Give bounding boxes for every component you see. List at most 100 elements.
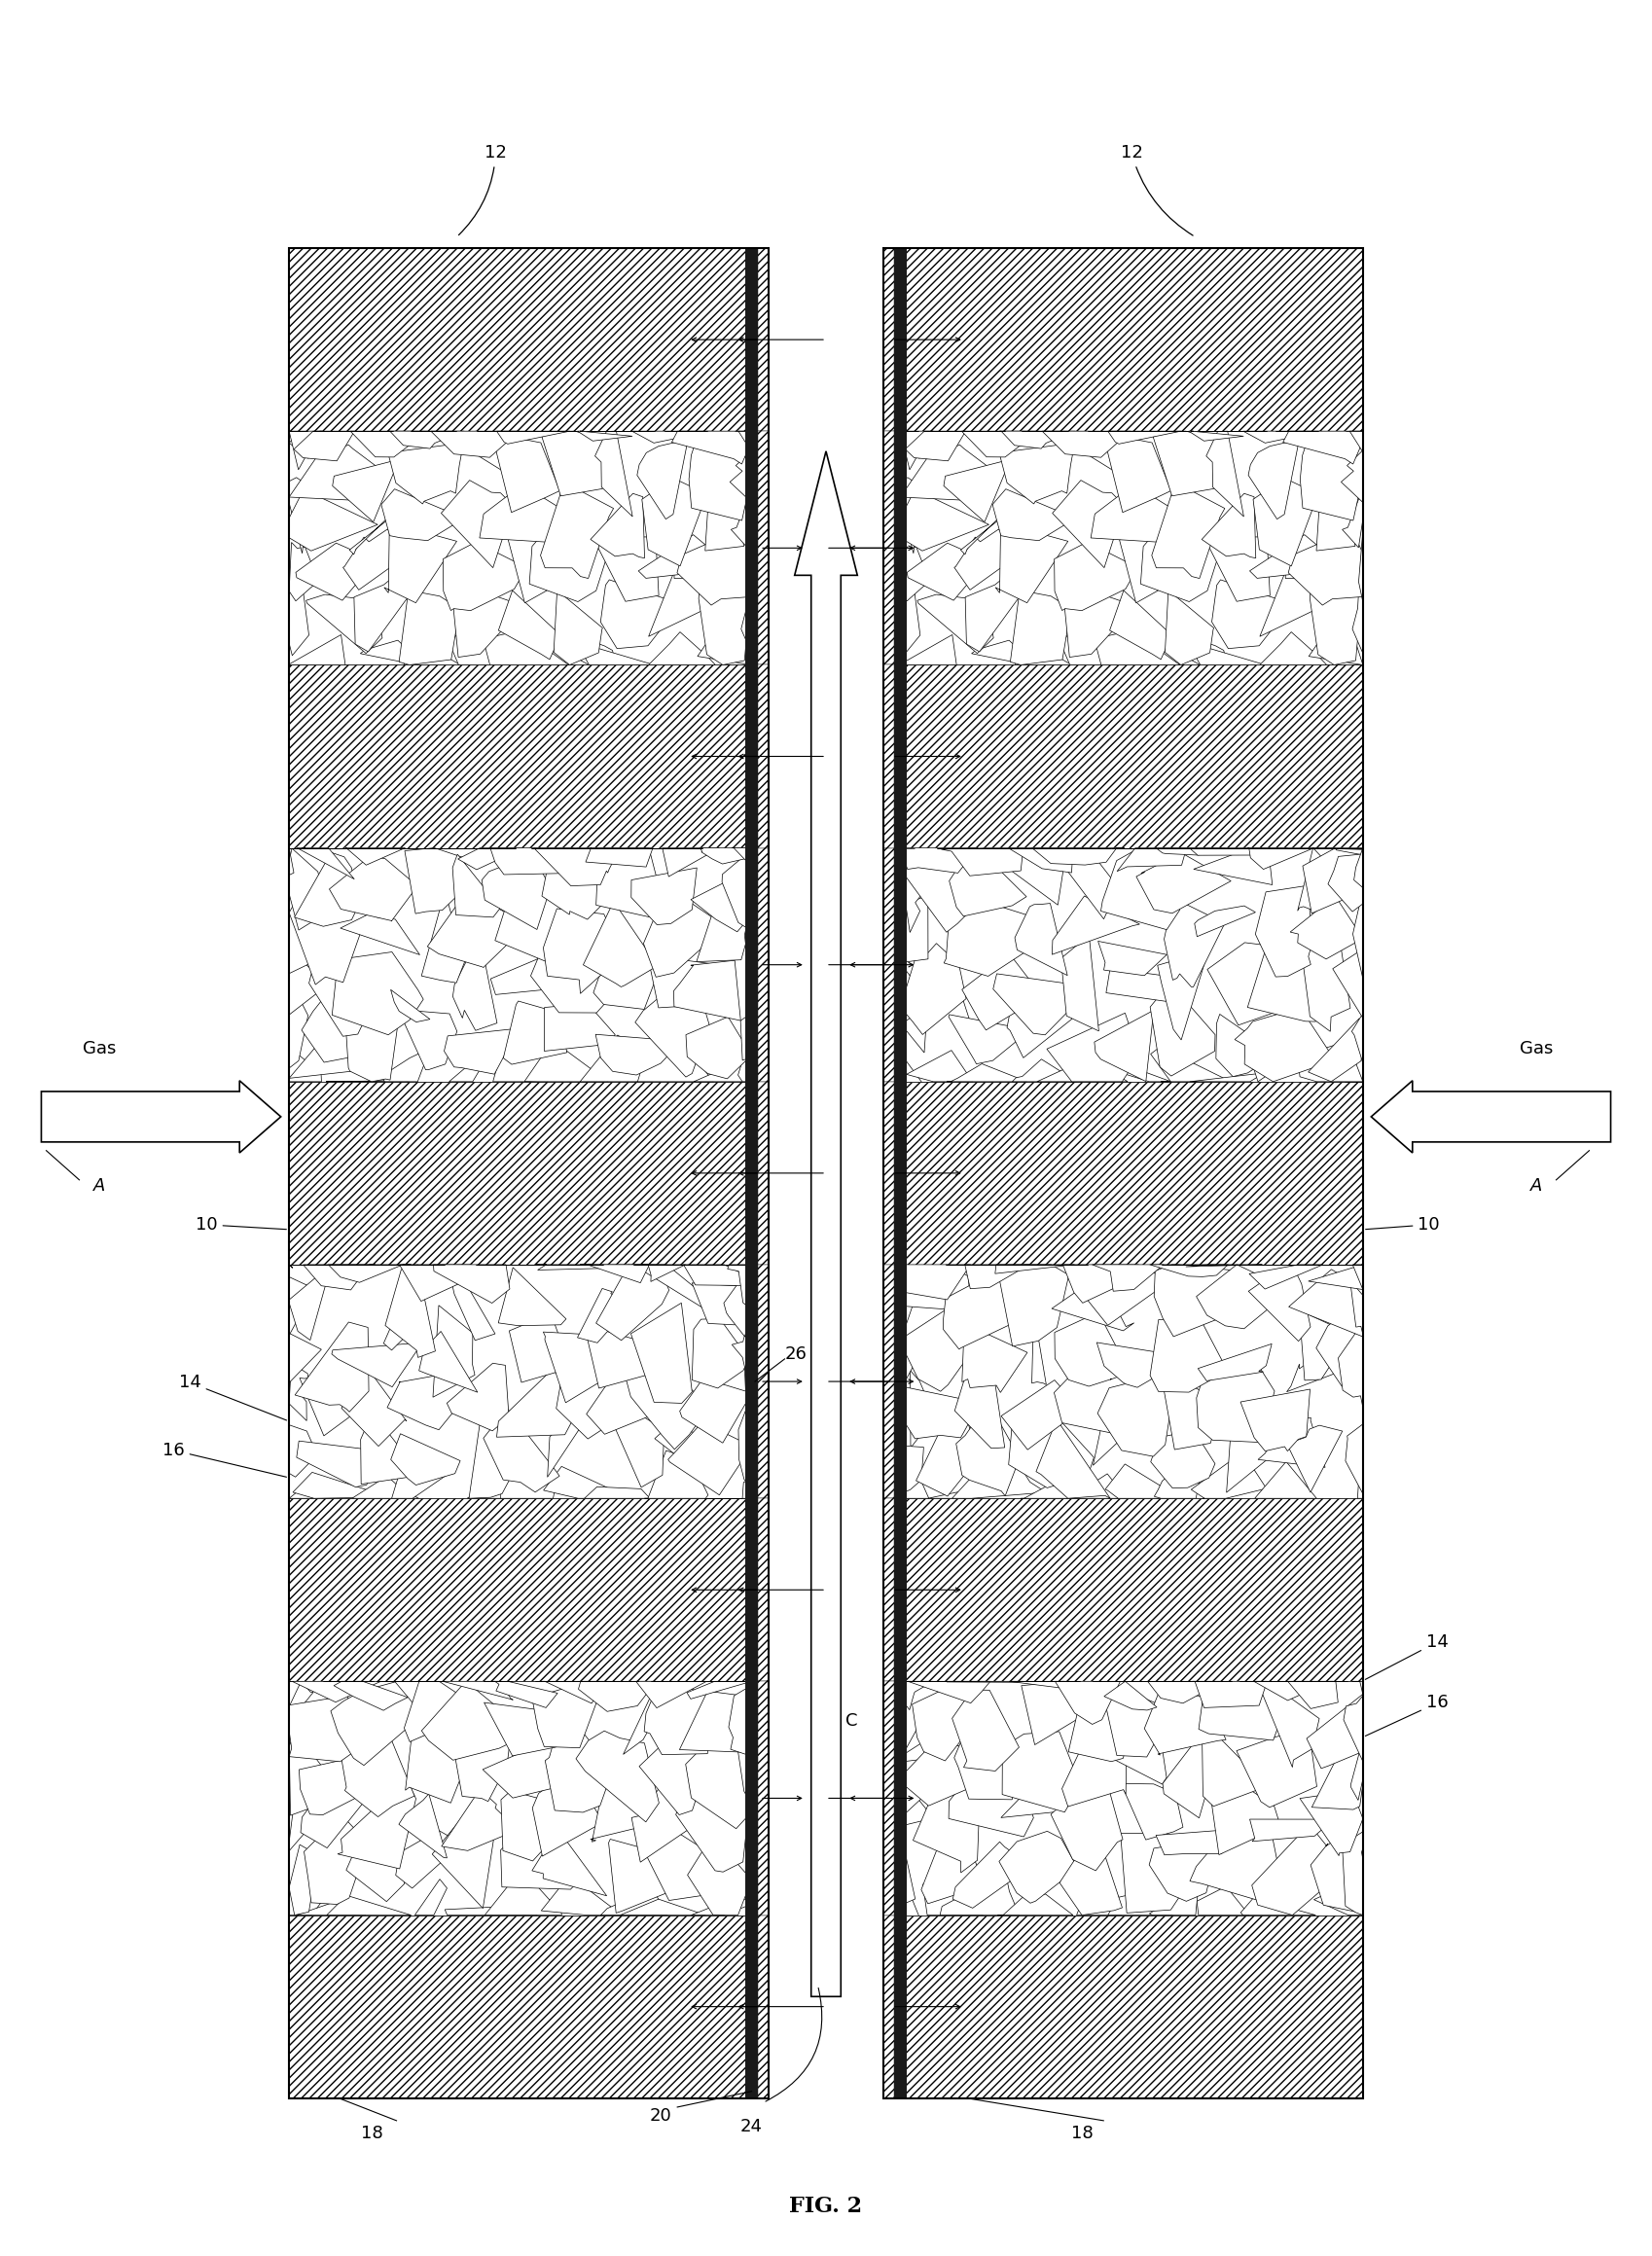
Polygon shape bbox=[730, 487, 752, 548]
Polygon shape bbox=[1054, 1313, 1130, 1385]
Polygon shape bbox=[1338, 1322, 1363, 1408]
Polygon shape bbox=[1208, 537, 1270, 602]
Polygon shape bbox=[329, 857, 418, 920]
Polygon shape bbox=[654, 1426, 710, 1480]
Polygon shape bbox=[309, 961, 368, 1036]
Polygon shape bbox=[547, 1415, 588, 1478]
Polygon shape bbox=[289, 1884, 325, 1915]
Polygon shape bbox=[917, 1421, 988, 1496]
Polygon shape bbox=[342, 1365, 406, 1446]
Polygon shape bbox=[1199, 1681, 1289, 1739]
Polygon shape bbox=[586, 848, 653, 866]
Polygon shape bbox=[610, 1403, 664, 1487]
Text: 26: 26 bbox=[785, 1345, 806, 1363]
Polygon shape bbox=[289, 634, 345, 666]
Bar bbox=[900, 1681, 1363, 1915]
Polygon shape bbox=[398, 1794, 448, 1859]
Polygon shape bbox=[914, 1780, 980, 1872]
Polygon shape bbox=[644, 1681, 712, 1755]
Bar bbox=[758, 1081, 768, 1266]
Bar bbox=[289, 1681, 752, 1915]
Bar bbox=[289, 1081, 752, 1266]
Polygon shape bbox=[403, 638, 461, 666]
Polygon shape bbox=[596, 1033, 682, 1076]
Polygon shape bbox=[943, 893, 1029, 977]
Polygon shape bbox=[345, 999, 400, 1081]
Polygon shape bbox=[1247, 938, 1315, 1022]
Polygon shape bbox=[1358, 1460, 1363, 1498]
Polygon shape bbox=[1140, 517, 1224, 602]
Polygon shape bbox=[900, 575, 920, 656]
Polygon shape bbox=[1150, 1266, 1227, 1277]
Polygon shape bbox=[1153, 431, 1231, 496]
Bar bbox=[884, 1266, 894, 1498]
Polygon shape bbox=[747, 1870, 752, 1915]
Polygon shape bbox=[1069, 1473, 1127, 1498]
Polygon shape bbox=[643, 478, 707, 566]
Polygon shape bbox=[433, 1266, 510, 1304]
Polygon shape bbox=[428, 896, 525, 968]
Polygon shape bbox=[501, 1791, 568, 1861]
Polygon shape bbox=[1137, 853, 1231, 914]
Polygon shape bbox=[595, 431, 633, 517]
Polygon shape bbox=[965, 578, 1024, 652]
Polygon shape bbox=[900, 1466, 928, 1498]
Polygon shape bbox=[501, 1473, 558, 1498]
Polygon shape bbox=[900, 1327, 925, 1390]
Polygon shape bbox=[289, 1033, 387, 1078]
Polygon shape bbox=[644, 1451, 709, 1498]
Polygon shape bbox=[405, 848, 468, 914]
Polygon shape bbox=[451, 1717, 510, 1800]
Polygon shape bbox=[679, 1692, 752, 1753]
Polygon shape bbox=[421, 1681, 517, 1760]
Polygon shape bbox=[354, 578, 413, 652]
Polygon shape bbox=[1216, 1015, 1277, 1076]
Polygon shape bbox=[1289, 1270, 1363, 1338]
Polygon shape bbox=[1333, 950, 1363, 1017]
Polygon shape bbox=[1307, 1694, 1363, 1769]
Polygon shape bbox=[360, 1424, 415, 1484]
Polygon shape bbox=[289, 541, 317, 600]
Polygon shape bbox=[289, 431, 322, 469]
Polygon shape bbox=[662, 848, 720, 878]
Polygon shape bbox=[1188, 643, 1265, 666]
Polygon shape bbox=[608, 1839, 671, 1913]
Polygon shape bbox=[996, 523, 1067, 602]
Bar bbox=[758, 431, 768, 666]
Polygon shape bbox=[491, 848, 573, 875]
Polygon shape bbox=[631, 1782, 719, 1861]
Polygon shape bbox=[382, 1049, 430, 1081]
Polygon shape bbox=[1108, 1895, 1173, 1915]
Polygon shape bbox=[1313, 1886, 1363, 1915]
Polygon shape bbox=[684, 1266, 752, 1286]
Polygon shape bbox=[1287, 1426, 1343, 1493]
Polygon shape bbox=[586, 1369, 667, 1435]
Polygon shape bbox=[398, 1008, 458, 1069]
Polygon shape bbox=[458, 848, 524, 869]
Polygon shape bbox=[900, 490, 990, 550]
Polygon shape bbox=[1094, 629, 1180, 666]
Polygon shape bbox=[1308, 620, 1363, 666]
Polygon shape bbox=[900, 478, 920, 553]
Polygon shape bbox=[388, 442, 464, 503]
Polygon shape bbox=[1249, 440, 1298, 519]
Polygon shape bbox=[1310, 580, 1363, 666]
Polygon shape bbox=[900, 963, 927, 1024]
Polygon shape bbox=[686, 1733, 752, 1830]
Polygon shape bbox=[1155, 1266, 1236, 1336]
Polygon shape bbox=[289, 1697, 360, 1762]
Polygon shape bbox=[1037, 1054, 1128, 1081]
Polygon shape bbox=[1008, 999, 1074, 1058]
Polygon shape bbox=[1290, 896, 1363, 959]
Polygon shape bbox=[691, 1895, 752, 1915]
Polygon shape bbox=[1249, 1268, 1310, 1340]
Polygon shape bbox=[1061, 632, 1123, 666]
Polygon shape bbox=[689, 431, 752, 521]
Text: 10: 10 bbox=[1366, 1216, 1441, 1234]
Polygon shape bbox=[900, 1272, 920, 1342]
Polygon shape bbox=[644, 1825, 724, 1900]
Polygon shape bbox=[1226, 1417, 1275, 1493]
Polygon shape bbox=[289, 1845, 317, 1915]
Polygon shape bbox=[1310, 1834, 1360, 1913]
Polygon shape bbox=[296, 544, 377, 600]
